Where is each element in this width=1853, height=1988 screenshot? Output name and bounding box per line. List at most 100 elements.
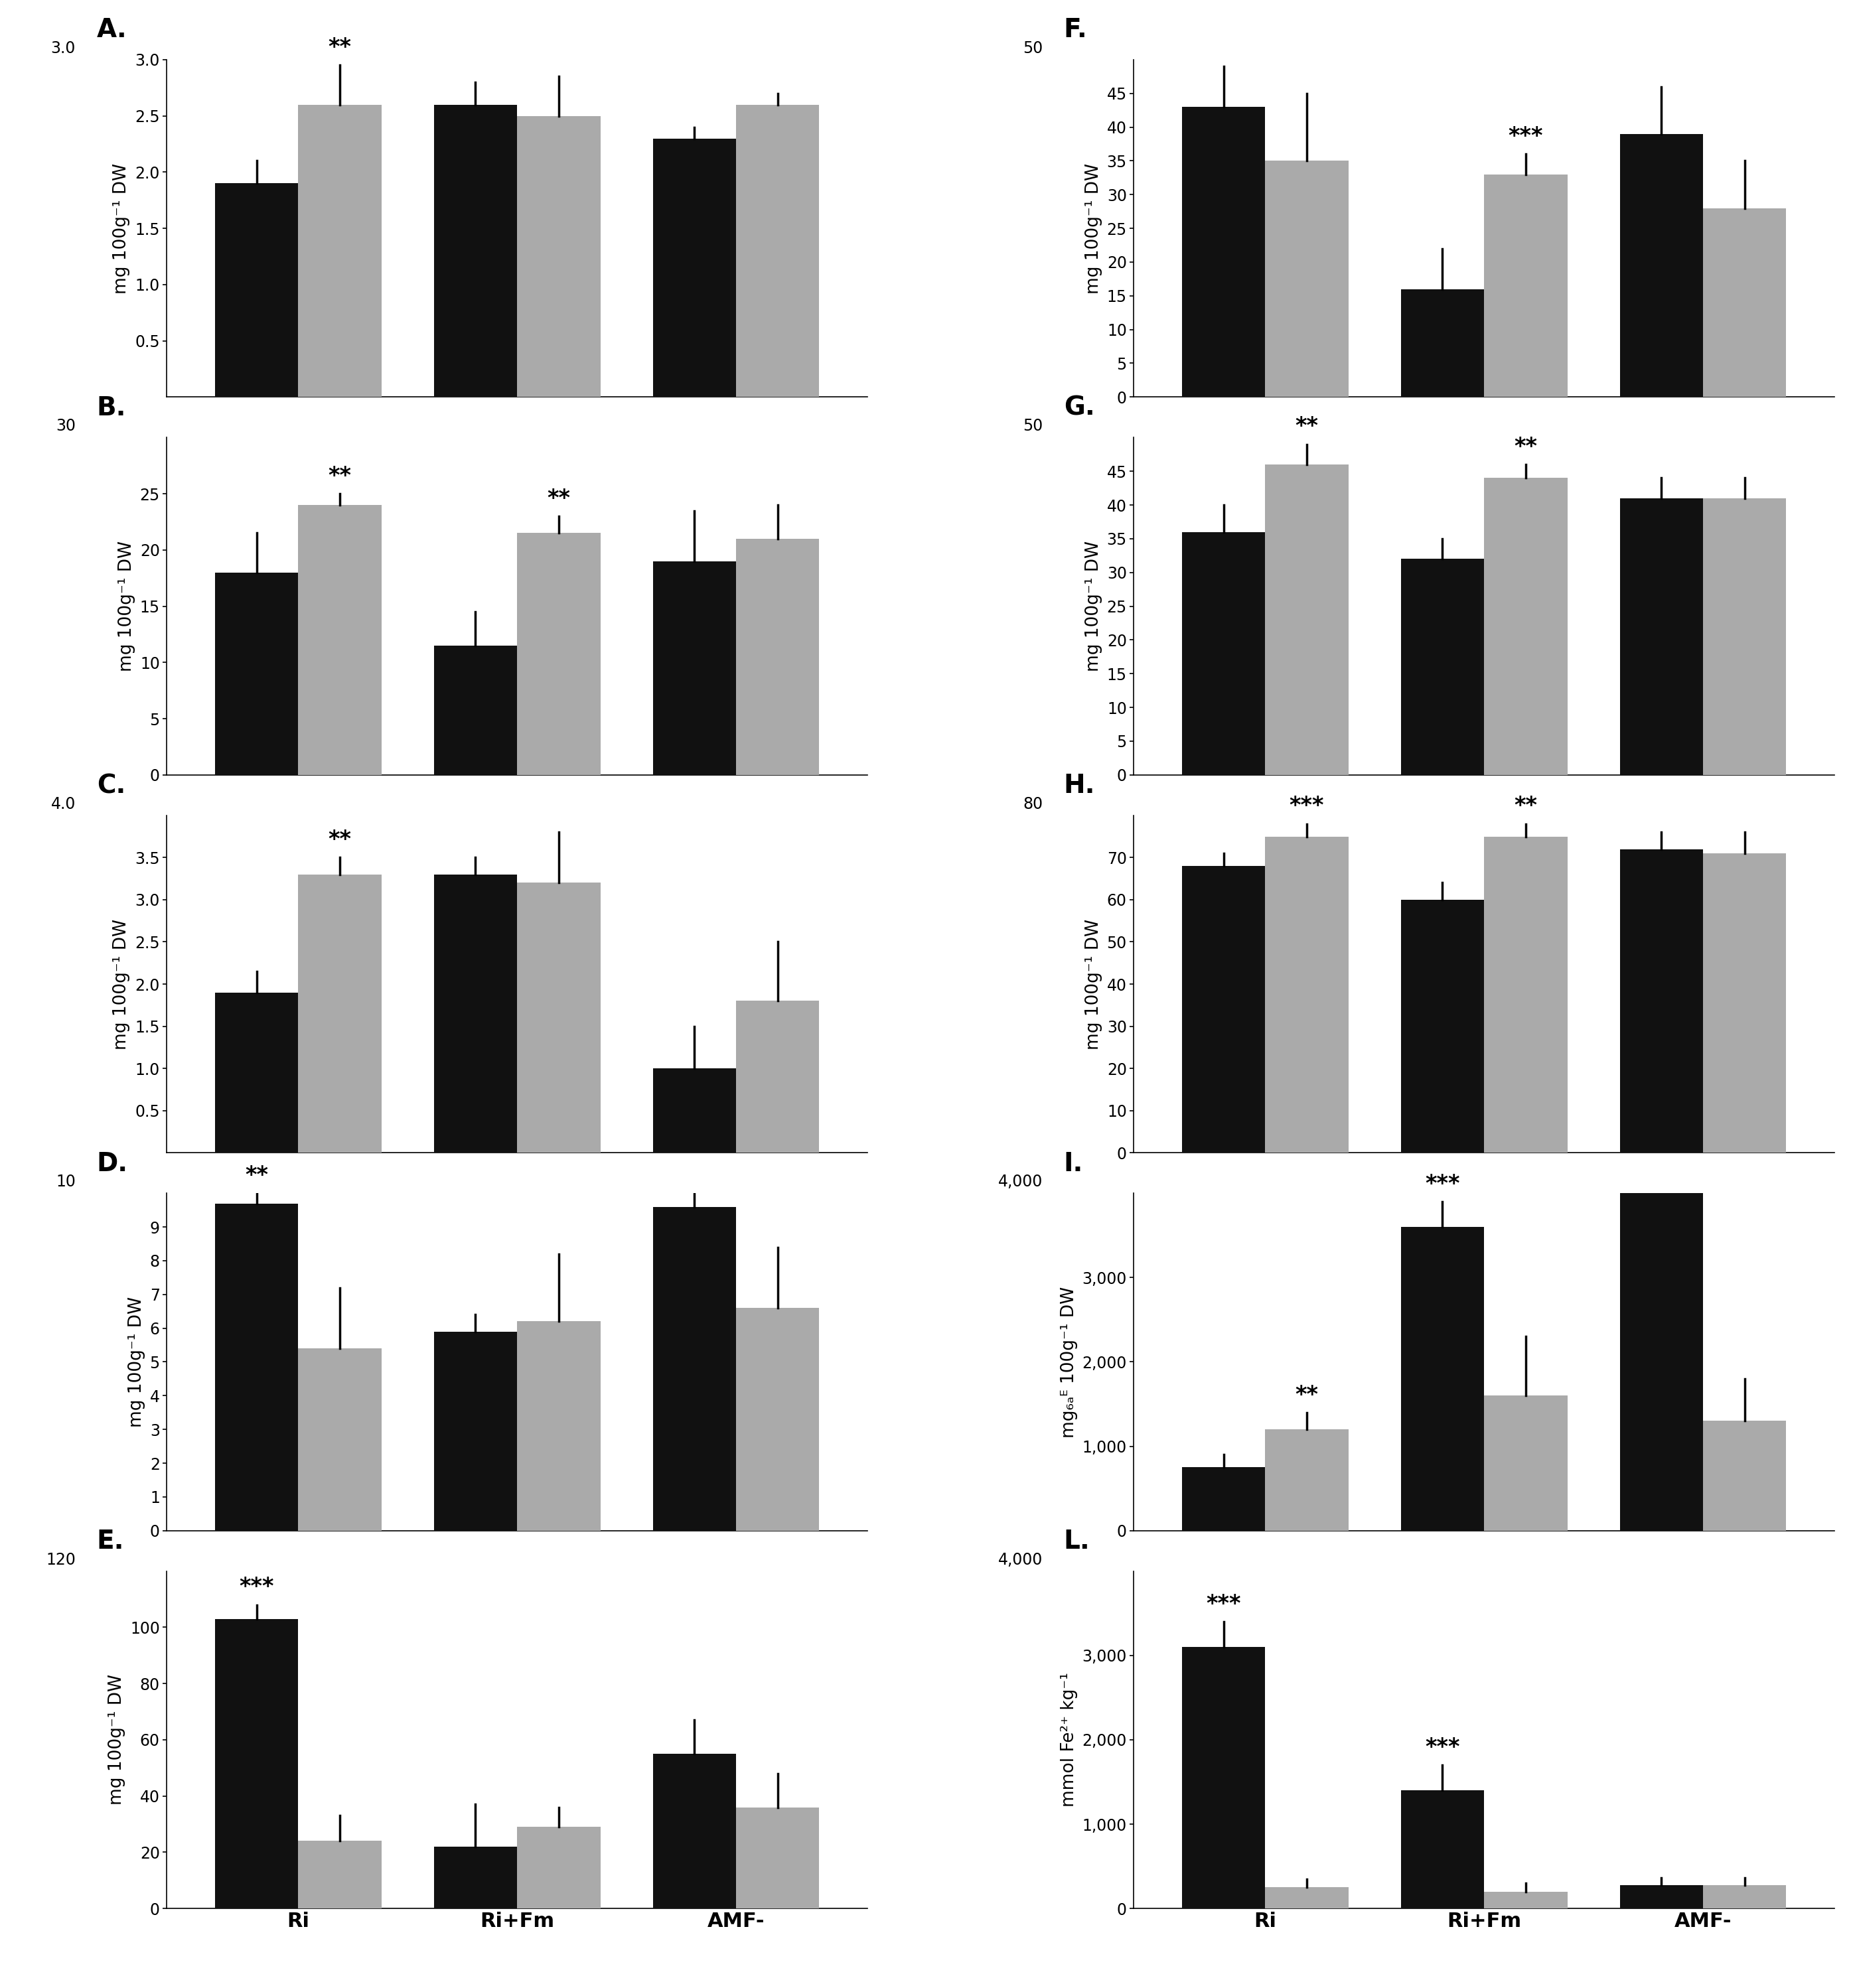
Text: 4.0: 4.0 [50,795,76,811]
Y-axis label: mg 100g⁻¹ DW: mg 100g⁻¹ DW [128,1296,145,1427]
Text: **: ** [1514,795,1538,817]
Bar [1703,499,1786,775]
Text: 30: 30 [56,417,76,433]
Bar [1266,161,1349,398]
Bar [434,105,517,398]
Text: **: ** [1295,1384,1317,1406]
Text: **: ** [547,487,571,509]
Y-axis label: mg₆ₐᴱ 100g⁻¹ DW: mg₆ₐᴱ 100g⁻¹ DW [1060,1286,1077,1437]
Bar [434,1332,517,1531]
Bar [1703,209,1786,398]
Bar [1484,1396,1568,1531]
Text: 4,000: 4,000 [999,1175,1043,1191]
Bar [298,1348,382,1531]
Bar [215,1203,298,1531]
Text: 50: 50 [1023,40,1043,56]
Bar [652,1207,736,1531]
Bar [652,1753,736,1908]
Bar [434,1847,517,1908]
Bar [1182,533,1266,775]
Bar [1620,133,1703,398]
Bar [1182,107,1266,398]
Text: A.: A. [96,18,128,44]
Text: I.: I. [1064,1151,1084,1177]
Y-axis label: mg 100g⁻¹ DW: mg 100g⁻¹ DW [113,918,130,1050]
Bar [1266,1429,1349,1531]
Bar [298,505,382,775]
Bar [1484,1893,1568,1908]
Bar [1401,1227,1484,1531]
Text: ***: *** [1508,125,1544,147]
Bar [1620,849,1703,1153]
Bar [434,646,517,775]
Y-axis label: mg 100g⁻¹ DW: mg 100g⁻¹ DW [119,541,135,672]
Bar [652,1068,736,1153]
Bar [1266,1887,1349,1908]
Text: ***: *** [1425,1736,1460,1757]
Bar [652,561,736,775]
Bar [215,992,298,1153]
Bar [1182,1646,1266,1908]
Bar [1703,1421,1786,1531]
Y-axis label: mmol Fe²⁺ kg⁻¹: mmol Fe²⁺ kg⁻¹ [1060,1672,1077,1807]
Y-axis label: mg 100g⁻¹ DW: mg 100g⁻¹ DW [1084,918,1103,1050]
Text: 4,000: 4,000 [999,1553,1043,1569]
Bar [736,1000,819,1153]
Bar [736,539,819,775]
Bar [298,1841,382,1908]
Text: **: ** [1295,415,1317,437]
Bar [1401,559,1484,775]
Bar [434,875,517,1153]
Text: C.: C. [96,773,126,799]
Y-axis label: mg 100g⁻¹ DW: mg 100g⁻¹ DW [1084,163,1103,294]
Bar [736,1807,819,1908]
Text: **: ** [328,829,352,851]
Text: **: ** [245,1165,269,1187]
Text: 120: 120 [46,1553,76,1569]
Bar [1266,837,1349,1153]
Text: F.: F. [1064,18,1088,44]
Bar [1266,465,1349,775]
Bar [517,1827,600,1908]
Text: 50: 50 [1023,417,1043,433]
Text: D.: D. [96,1151,128,1177]
Bar [1182,867,1266,1153]
Bar [1703,853,1786,1153]
Bar [652,139,736,398]
Bar [517,1322,600,1531]
Bar [1620,1185,1703,1531]
Bar [1182,1467,1266,1531]
Bar [1620,499,1703,775]
Bar [298,875,382,1153]
Bar [1484,837,1568,1153]
Text: 10: 10 [56,1175,76,1191]
Text: ***: *** [1206,1592,1242,1614]
Text: ***: *** [239,1576,274,1598]
Bar [517,883,600,1153]
Text: ***: *** [1290,795,1325,817]
Y-axis label: mg 100g⁻¹ DW: mg 100g⁻¹ DW [113,163,130,294]
Text: B.: B. [96,396,126,421]
Bar [1484,477,1568,775]
Y-axis label: mg 100g⁻¹ DW: mg 100g⁻¹ DW [107,1674,126,1805]
Bar [215,183,298,398]
Bar [1401,288,1484,398]
Text: ***: *** [1425,1173,1460,1195]
Bar [298,105,382,398]
Text: L.: L. [1064,1529,1090,1555]
Bar [736,1308,819,1531]
Bar [517,533,600,775]
Bar [736,105,819,398]
Bar [1484,175,1568,398]
Y-axis label: mg 100g⁻¹ DW: mg 100g⁻¹ DW [1084,541,1103,672]
Text: **: ** [328,36,352,58]
Bar [1703,1885,1786,1908]
Text: 3.0: 3.0 [50,40,76,56]
Text: E.: E. [96,1529,124,1555]
Bar [1401,901,1484,1153]
Bar [215,1618,298,1908]
Text: **: ** [1514,435,1538,457]
Bar [215,573,298,775]
Bar [1620,1885,1703,1908]
Text: 80: 80 [1023,795,1043,811]
